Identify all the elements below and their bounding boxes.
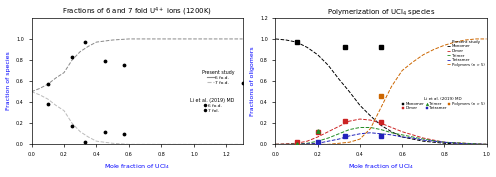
Legend: Monomer, Dimer, Trimer, Tetramer, Polymers (n > 5): Monomer, Dimer, Trimer, Tetramer, Polyme… [401,97,485,110]
X-axis label: Mole fraction of UCl$_4$: Mole fraction of UCl$_4$ [104,162,170,172]
Y-axis label: Fractions of oligomers: Fractions of oligomers [249,46,254,116]
Legend: 6 fo.d., 7 fol.: 6 fo.d., 7 fol. [188,96,236,114]
Title: Fractions of 6 and 7 fold U$^{4+}$ ions (1200K): Fractions of 6 and 7 fold U$^{4+}$ ions … [62,5,212,18]
X-axis label: Mole fraction of UCl$_4$: Mole fraction of UCl$_4$ [348,162,414,172]
Title: Polymerization of UCl$_4$ species: Polymerization of UCl$_4$ species [327,8,435,18]
Y-axis label: Fraction of species: Fraction of species [5,52,10,110]
